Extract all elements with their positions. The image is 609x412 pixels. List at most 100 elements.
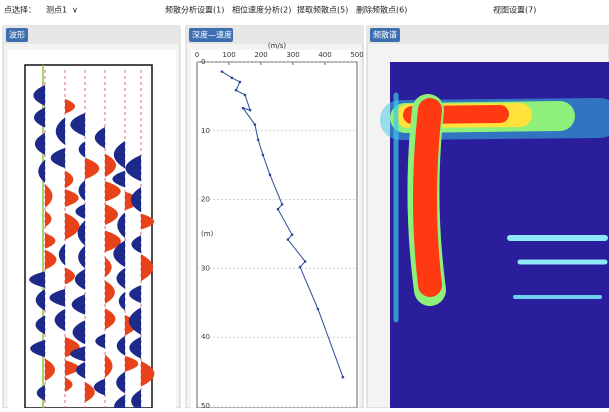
menu-item[interactable]: 频散分析设置(1) [165,5,224,15]
waveform-lobe [35,315,45,335]
waveform-lobe [78,245,85,269]
profile-point [238,80,242,84]
y-tick-label: 50 [201,402,210,408]
waveform-lobe [131,389,141,412]
waveform-lobe [95,333,105,349]
waveform-lobe [93,378,105,396]
waveform-lobe [30,339,45,358]
panel-title: 波形 [9,30,25,40]
menu-item[interactable]: 提取频散点(5) [297,5,348,15]
waveform-lobe [55,117,65,145]
waveform-lobe [45,358,56,382]
profile-point [316,307,320,311]
panel-title: 频散谱 [373,30,397,40]
waveform-lobe [130,187,141,213]
waveform-lobe [129,336,141,359]
waveform-lobe [75,203,85,219]
waveform-lobe [54,308,65,332]
waveform-lobe [49,288,65,307]
y-tick-label: 0 [201,58,205,66]
profile-point [253,123,257,126]
waveform-lobe [33,107,45,128]
waveform-lobe [34,132,45,156]
waveform-lobe [78,180,85,202]
waveform-lobe [70,113,85,137]
waveform-lobe [113,141,125,169]
waveform-lobe [112,170,125,188]
waveform-lobe [141,213,155,230]
panel-tab[interactable] [189,28,233,42]
profile-point [234,88,238,92]
x-tick-label: 200 [254,51,267,59]
waveform-lobe [45,232,56,249]
x-tick-label: 0 [195,51,199,59]
point-label: 点选择： [4,5,36,15]
x-tick-label: 400 [318,51,331,59]
waveform-lobe [50,147,65,169]
waveform-lobe [105,257,112,278]
panel-title: 深度—速度 [192,30,232,40]
waveform-lobe [75,361,85,379]
profile-point [276,207,280,211]
profile-point [290,233,294,236]
waveform-lobe [65,377,73,392]
waveform-lobe [116,371,125,394]
x-tick-label: 100 [222,51,235,59]
waveform-lobe [141,254,154,281]
dropdown-arrow[interactable]: ∨ [72,6,78,15]
waveform-lobe [105,153,116,178]
waveform-lobe [65,99,76,114]
waveform-lobe [65,267,75,285]
profile-point [256,138,260,142]
profile-point [298,265,302,269]
waveform-lobe [141,360,155,387]
profile-point [230,76,234,80]
waveform-lobe [78,141,85,158]
waveform-lobe [70,346,85,362]
waveform-lobe [105,204,119,226]
waveform-lobe [116,268,125,289]
plot-frame [196,61,358,409]
waveform-lobe [77,220,85,246]
waveform-lobe [74,269,85,290]
menu-bar: 点选择： 测点1 ∨ 频散分析设置(1) 相位速度分析(2) 提取频散点(5) … [4,5,536,15]
panel-header [367,26,609,44]
menu-item[interactable]: 相位速度分析(2) [232,5,291,15]
profile-point [243,93,247,97]
profile-point [280,203,284,206]
waveform-lobe [116,335,125,356]
profile-point [268,173,272,177]
waveform-lobe [45,249,57,270]
waveform-lobe [85,157,100,180]
y-axis-label: (m) [201,230,214,238]
waveform-lobe [71,294,85,315]
waveform-lobe [105,354,113,378]
waveform-lobe [33,85,45,106]
waveform-lobe [125,155,141,182]
profile-point [261,153,265,157]
waveform-lobe [65,189,79,207]
waveform-lobe [94,127,105,149]
waveform-lobe [85,382,95,403]
profile-point [341,375,345,379]
x-tick-label: 500 [350,51,363,59]
waveform-lobe [105,181,121,202]
panel-header [3,26,180,44]
waveform-lobe [35,289,45,311]
waveform-lobe [105,280,115,304]
profile-point [286,238,290,241]
panel-tab[interactable] [370,28,400,42]
waveform-lobe [65,170,74,189]
waveform-lobe [105,308,116,330]
menu-item[interactable]: 视图设置(7) [493,5,536,15]
profile-point [241,106,245,110]
waveform-lobe [131,235,141,254]
panel-tab[interactable] [6,28,28,42]
point-dropdown[interactable]: 测点1 [46,6,67,15]
waveform-lobe [45,184,53,208]
menu-item[interactable]: 删除频散点(6) [356,5,407,15]
waveform-lobe [129,285,141,304]
waveform-lobe [45,210,52,228]
